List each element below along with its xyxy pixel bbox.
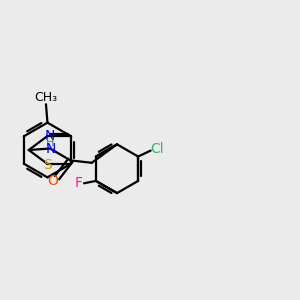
Text: O: O [47, 174, 58, 188]
Text: N: N [44, 129, 55, 143]
Text: F: F [75, 176, 83, 190]
Text: CH₃: CH₃ [34, 91, 58, 104]
Text: Cl: Cl [150, 142, 164, 156]
Text: N: N [45, 142, 56, 156]
Text: H: H [46, 138, 55, 148]
Text: S: S [43, 158, 52, 172]
